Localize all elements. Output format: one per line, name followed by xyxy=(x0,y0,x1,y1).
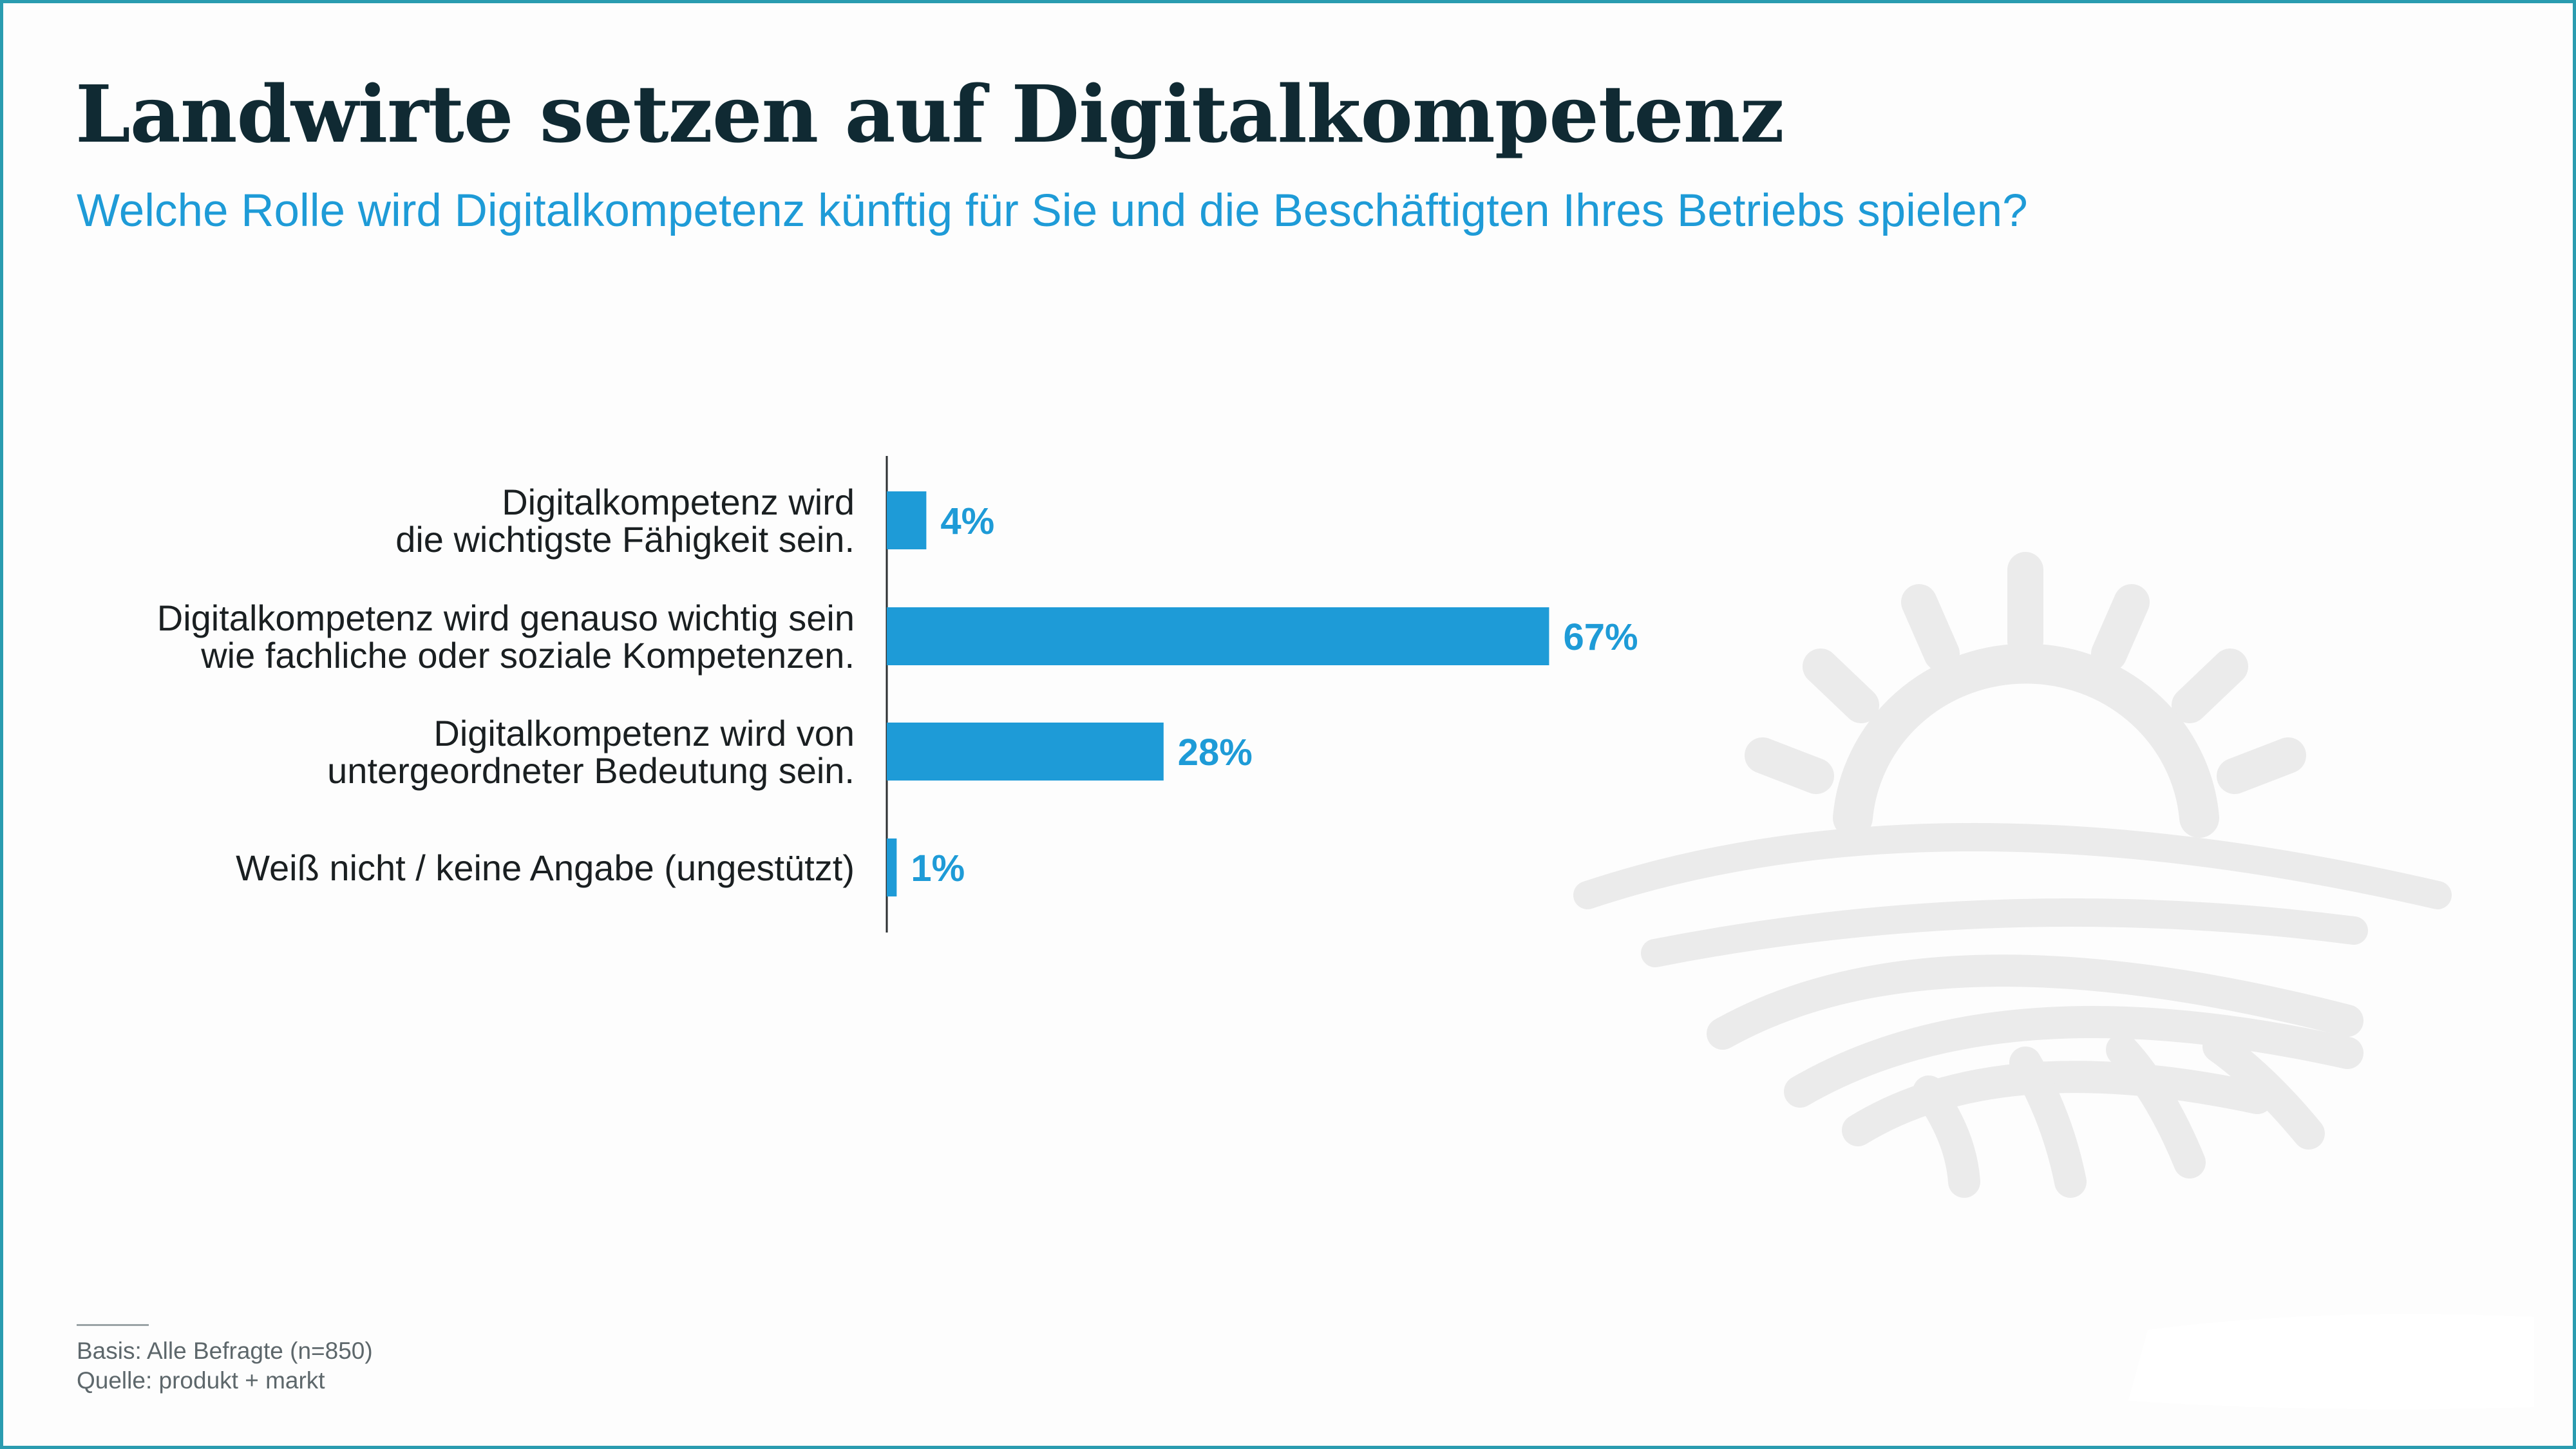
bar xyxy=(887,607,1549,665)
page-subtitle: Welche Rolle wird Digitalkompetenz künft… xyxy=(77,185,2028,236)
category-label: Weiß nicht / keine Angabe (ungestützt) xyxy=(236,848,855,888)
data-label: 4% xyxy=(940,500,994,542)
data-label: 28% xyxy=(1178,732,1253,773)
page-title: Landwirte setzen auf Digitalkompetenz xyxy=(75,68,1785,160)
bar xyxy=(887,723,1164,781)
bar xyxy=(887,838,897,896)
category-label: wie fachliche oder soziale Kompetenzen. xyxy=(200,635,855,676)
data-label: 1% xyxy=(911,848,965,889)
category-label: Digitalkompetenz wird genauso wichtig se… xyxy=(157,598,855,638)
category-label: untergeordneter Bedeutung sein. xyxy=(327,750,855,791)
sun-over-field-icon xyxy=(1573,552,2534,1410)
data-label: 67% xyxy=(1563,616,1638,658)
footnote-source: Quelle: produkt + markt xyxy=(77,1367,325,1394)
category-label: Digitalkompetenz wird xyxy=(502,482,855,522)
bar xyxy=(887,491,927,549)
footer-divider xyxy=(77,1324,149,1326)
footnote-base: Basis: Alle Befragte (n=850) xyxy=(77,1338,373,1364)
category-label: die wichtigste Fähigkeit sein. xyxy=(395,519,855,560)
category-label: Digitalkompetenz wird von xyxy=(433,713,855,753)
